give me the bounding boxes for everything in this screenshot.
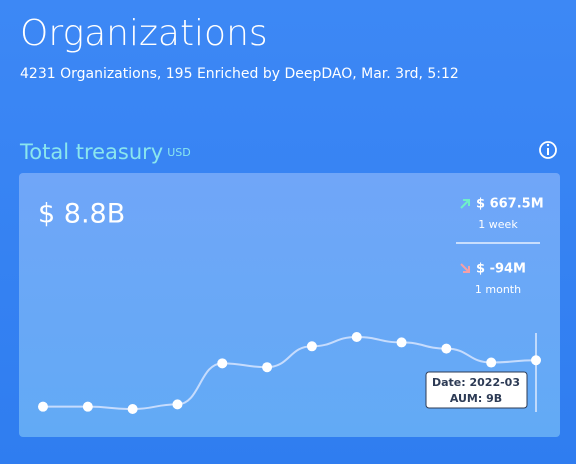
tooltip (425, 371, 528, 409)
change-value: $ 667.5M (476, 197, 544, 212)
point (351, 332, 362, 342)
point (127, 404, 138, 414)
point (306, 341, 317, 352)
change-period: 1 week (478, 218, 518, 231)
point (441, 343, 452, 354)
page-title: Organizations (20, 13, 268, 54)
point (262, 362, 273, 373)
change-value: $ -94M (476, 262, 526, 277)
tooltip-date: Date: 2022-03 (432, 376, 520, 389)
section-title: Total treasury USD (19, 140, 191, 164)
card (19, 173, 560, 437)
point (531, 355, 541, 366)
change-period: 1 month (475, 283, 521, 296)
point (486, 357, 497, 368)
point (217, 358, 228, 369)
tooltip-value: AUM: 9B (450, 392, 502, 405)
unit: USD (167, 146, 191, 159)
point (396, 337, 407, 348)
point (172, 399, 183, 410)
point (82, 401, 93, 412)
point (38, 401, 48, 412)
chart (38, 332, 541, 414)
info-icon[interactable] (539, 141, 557, 159)
up-arrow (460, 199, 470, 209)
section-title-text: Total treasury (19, 140, 163, 164)
subtitle: 4231 Organizations, 195 Enriched by Deep… (20, 66, 459, 82)
down-arrow (460, 263, 470, 273)
total-value: $ 8.8B (38, 199, 125, 230)
